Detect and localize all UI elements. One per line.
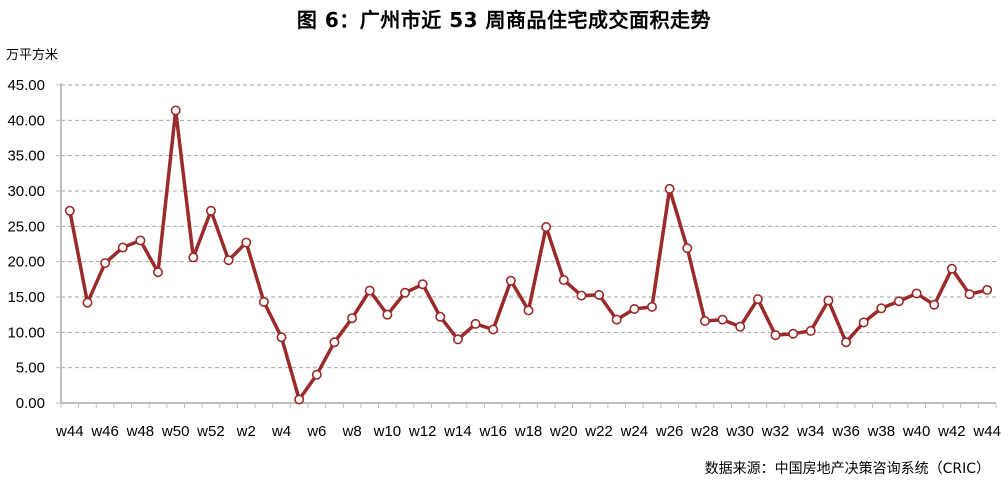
y-axis: 0.00 5.00 10.00 15.00 20.00 25.00 30.00 35.00 40…: [7, 77, 62, 412]
data-point-marker: [541, 222, 552, 233]
y-tick-label: 5.00: [16, 360, 45, 377]
x-tick-label: w12: [408, 423, 437, 440]
data-point-marker: [100, 258, 111, 269]
data-point-marker: [717, 314, 728, 325]
x-tick-label: w8: [341, 423, 361, 440]
data-point-marker: [805, 325, 816, 336]
x-tick-label: w6: [306, 423, 326, 440]
data-point-marker: [770, 330, 781, 341]
data-point-marker: [558, 275, 569, 286]
data-point-marker: [594, 289, 605, 300]
x-tick-label: w4: [271, 423, 291, 440]
data-series: [64, 105, 993, 405]
data-point-marker: [135, 235, 146, 246]
data-point-marker: [170, 105, 181, 116]
data-point-marker: [664, 183, 675, 194]
data-point-marker: [488, 324, 499, 335]
x-tick-label: w26: [655, 423, 684, 440]
y-tick-label: 10.00: [7, 324, 45, 341]
y-tick-label: 0.00: [16, 395, 45, 412]
y-axis-unit-label: 万平方米: [6, 48, 59, 63]
x-tick-label: w24: [620, 423, 649, 440]
y-tick-label: 15.00: [7, 289, 45, 306]
x-tick-label: w38: [867, 423, 896, 440]
x-tick-label: w18: [514, 423, 543, 440]
data-point-marker: [470, 318, 481, 329]
gridlines: [61, 84, 996, 369]
data-point-marker: [735, 321, 746, 332]
data-point-marker: [699, 316, 710, 327]
data-point-marker: [382, 309, 393, 320]
x-tick-label: w50: [161, 423, 190, 440]
data-point-marker: [523, 305, 534, 316]
data-point-marker: [329, 337, 340, 348]
data-point-marker: [858, 317, 869, 328]
data-point-marker: [205, 205, 216, 216]
data-point-marker: [788, 328, 799, 339]
data-point-marker: [752, 294, 763, 305]
y-tick-label: 30.00: [7, 183, 45, 200]
x-tick-label: w44: [55, 423, 84, 440]
data-point-marker: [876, 303, 887, 314]
data-point-marker: [576, 290, 587, 301]
x-tick-label: w44: [972, 423, 1001, 440]
data-point-marker: [682, 243, 693, 254]
data-point-marker: [893, 296, 904, 307]
x-tick-label: w28: [690, 423, 719, 440]
data-point-marker: [241, 237, 252, 248]
data-point-marker: [646, 301, 657, 312]
data-point-marker: [311, 369, 322, 380]
data-point-marker: [400, 287, 411, 298]
y-tick-label: 20.00: [7, 254, 45, 271]
data-point-marker: [223, 255, 234, 266]
x-tick-label: w40: [902, 423, 931, 440]
x-tick-label: w48: [126, 423, 155, 440]
x-axis: w44 w46 w48 w50 w52 w2 w4 w6 w8 w10 w12 w14 w16 w18 w2…: [55, 402, 1001, 440]
series-line: [68, 108, 988, 402]
y-tick-label: 35.00: [7, 148, 45, 165]
data-point-marker: [505, 275, 516, 286]
data-point-marker: [946, 263, 957, 274]
data-point-marker: [823, 295, 834, 306]
y-tick-label: 45.00: [7, 77, 45, 94]
data-point-marker: [188, 252, 199, 263]
data-point-marker: [629, 304, 640, 315]
data-source-note: 数据来源：中国房地产决策咨询系统（CRIC）: [704, 461, 990, 477]
data-point-marker: [117, 242, 128, 253]
data-point-marker: [452, 334, 463, 345]
data-point-marker: [435, 311, 446, 322]
data-point-marker: [276, 332, 287, 343]
x-tick-label: w14: [443, 423, 472, 440]
x-tick-label: w30: [725, 423, 754, 440]
data-point-marker: [841, 337, 852, 348]
data-point-marker: [929, 299, 940, 310]
data-point-marker: [611, 314, 622, 325]
x-tick-label: w36: [831, 423, 860, 440]
data-point-marker: [64, 205, 75, 216]
y-tick-label: 25.00: [7, 218, 45, 235]
x-tick-label: w34: [796, 423, 825, 440]
x-tick-label: w10: [373, 423, 402, 440]
x-tick-label: w2: [236, 423, 256, 440]
x-tick-label: w16: [478, 423, 507, 440]
x-tick-label: w32: [761, 423, 790, 440]
data-point-marker: [982, 284, 993, 295]
x-tick-label: w52: [196, 423, 225, 440]
data-point-marker: [964, 289, 975, 300]
chart-title: 图 6：广州市近 53 周商品住宅成交面积走势: [296, 8, 712, 32]
data-point-marker: [82, 297, 93, 308]
data-point-marker: [258, 296, 269, 307]
x-tick-label: w20: [549, 423, 578, 440]
data-point-marker: [417, 279, 428, 290]
data-point-marker: [911, 288, 922, 299]
data-point-marker: [364, 285, 375, 296]
x-tick-label: w42: [937, 423, 966, 440]
data-point-marker: [347, 313, 358, 324]
data-point-marker: [153, 267, 164, 278]
data-point-marker: [294, 394, 305, 405]
x-tick-label: w46: [90, 423, 119, 440]
y-tick-label: 40.00: [7, 112, 45, 129]
x-tick-label: w22: [584, 423, 613, 440]
